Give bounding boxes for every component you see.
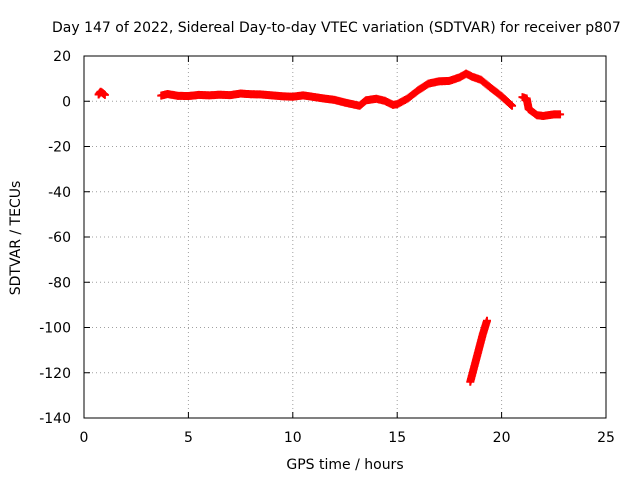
data-point [508, 101, 517, 110]
y-tick-label: -120 [39, 366, 71, 382]
y-tick-label: -100 [39, 321, 71, 337]
data-point [100, 90, 109, 99]
x-tick-label: 5 [184, 430, 193, 446]
x-tick-label: 0 [80, 430, 89, 446]
data-points [94, 69, 565, 386]
y-tick-label: 20 [53, 49, 71, 65]
y-tick-label: -80 [48, 275, 71, 291]
x-axis-label: GPS time / hours [286, 457, 404, 473]
y-tick-label: 0 [62, 94, 71, 110]
x-tick-label: 10 [284, 430, 302, 446]
grid-lines [84, 56, 606, 418]
y-tick-label: -40 [48, 185, 71, 201]
data-point [556, 110, 565, 119]
y-tick-label: -20 [48, 140, 71, 156]
x-tick-label: 20 [493, 430, 511, 446]
y-tick-label: -60 [48, 230, 71, 246]
x-tick-label: 15 [388, 430, 406, 446]
chart-title: Day 147 of 2022, Sidereal Day-to-day VTE… [52, 20, 621, 36]
axis-ticks: 0 5 10 15 20 25 20 0 -20 -40 -60 -80 -100 -120 -140 [39, 49, 615, 446]
y-axis-label: SDTVAR / TECUs [8, 180, 24, 296]
x-tick-label: 25 [597, 430, 615, 446]
data-point [482, 316, 491, 325]
y-tick-label: -140 [39, 411, 71, 427]
